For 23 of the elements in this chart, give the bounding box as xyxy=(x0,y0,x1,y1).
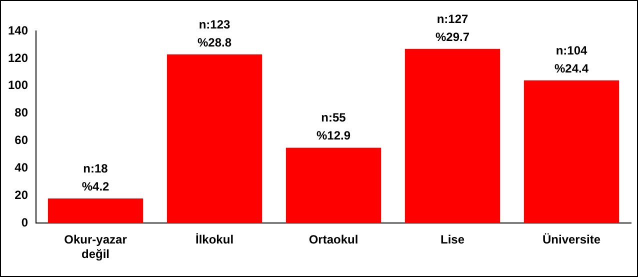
y-tick-label: 80 xyxy=(14,106,28,120)
bar xyxy=(404,48,500,224)
bar xyxy=(524,80,620,224)
y-tick-label: 140 xyxy=(8,23,28,38)
x-tick-label: Okur-yazar değil xyxy=(64,232,128,262)
data-label: n:55 %12.9 xyxy=(316,110,351,143)
bar xyxy=(286,148,382,224)
x-tick-label: Ortaokul xyxy=(308,232,358,247)
bar xyxy=(48,198,144,224)
y-tick-label: 100 xyxy=(8,78,28,92)
y-tick-label: 60 xyxy=(14,133,28,148)
x-tick-label: İlkokul xyxy=(196,232,234,247)
x-tick-label: Üniversite xyxy=(542,232,601,247)
bar xyxy=(166,54,262,224)
data-label: n:127 %29.7 xyxy=(435,12,470,44)
y-tick-label: 20 xyxy=(14,188,28,202)
data-label: n:104 %24.4 xyxy=(554,43,589,76)
y-tick-label: 0 xyxy=(21,216,28,230)
data-label: n:18 %4.2 xyxy=(82,161,110,194)
data-label: n:123 %28.8 xyxy=(198,17,232,50)
x-tick-label: Lise xyxy=(440,232,465,247)
y-tick-label: 120 xyxy=(8,50,28,65)
y-tick-label: 40 xyxy=(14,160,28,175)
